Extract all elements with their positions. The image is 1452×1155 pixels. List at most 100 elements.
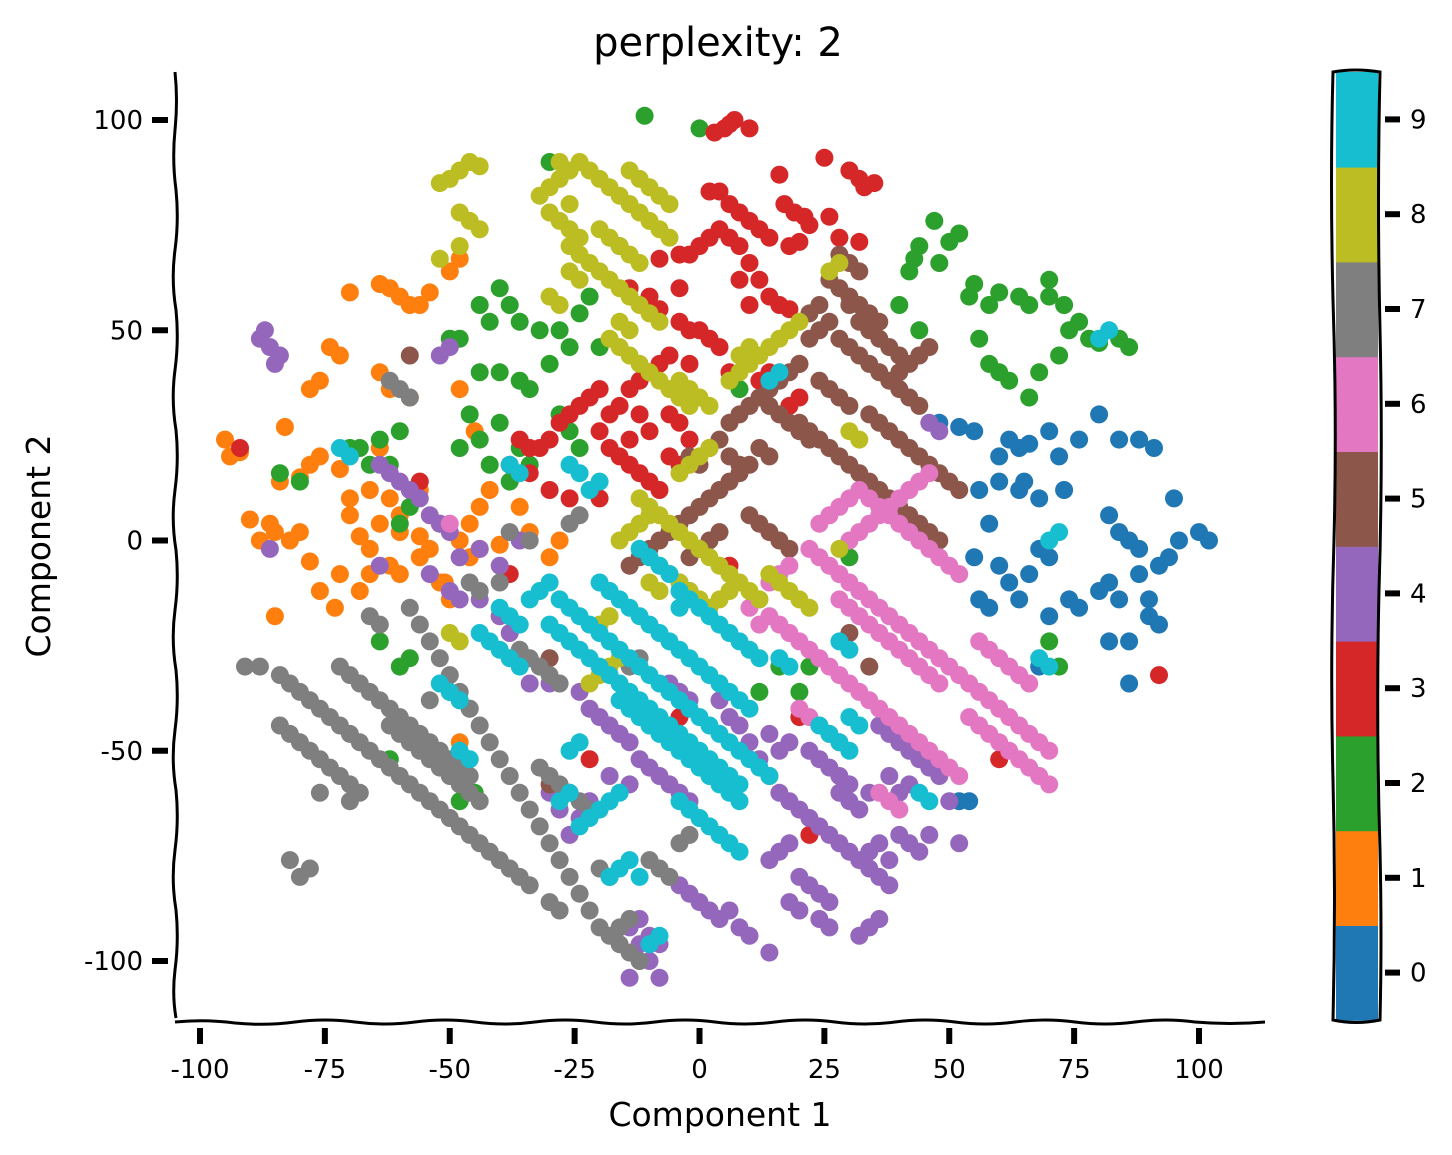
data-point [840,296,859,314]
data-point [260,539,279,558]
data-point [770,165,789,184]
data-point [640,935,659,954]
colorbar-tick-label: 7 [1410,295,1427,325]
data-point [650,481,669,499]
data-point [1040,422,1059,441]
data-point [490,573,509,592]
data-point [420,283,439,302]
data-point [570,228,589,247]
data-point [910,842,929,861]
colorbar-segments [1336,72,1378,1021]
series-9 [330,321,1119,954]
data-point [560,195,579,214]
data-point [840,741,859,760]
data-point [880,767,899,785]
data-point [590,472,609,491]
data-point [510,430,529,449]
data-point [760,724,779,743]
data-point [460,405,479,424]
data-point [390,565,409,584]
data-point [1020,565,1039,584]
data-point [570,817,589,836]
data-point [1070,598,1089,617]
data-point [231,439,249,457]
data-point [540,573,559,592]
data-point [510,615,529,634]
data-point [420,565,439,584]
data-point [850,800,869,819]
data-point [450,590,469,609]
data-point [1055,481,1074,499]
data-point [570,304,589,323]
data-point [760,767,779,785]
data-point [1020,296,1039,314]
data-point [950,767,969,785]
data-point [750,682,769,701]
data-point [250,329,269,348]
colorbar-segment [1336,830,1378,926]
data-point [950,224,969,243]
data-point [490,279,509,298]
data-point [1120,674,1139,693]
data-point [370,632,389,651]
data-point [850,232,869,251]
colorbar-tick-label: 2 [1410,769,1427,799]
data-point [1030,489,1049,508]
data-point [1050,447,1069,466]
data-point [680,430,699,449]
data-point [620,430,639,449]
data-point [990,472,1009,491]
colorbar-tick-label: 4 [1410,579,1427,609]
data-point [920,338,939,357]
data-point [270,346,289,365]
data-point [1050,523,1069,542]
y-axis-spine [171,71,179,1019]
data-point [330,565,349,584]
data-point [470,220,489,239]
data-point [400,346,419,365]
data-point [950,565,969,584]
series-7 [236,371,699,970]
data-point [890,296,909,314]
data-point [750,270,769,289]
data-point [800,216,819,235]
x-axis-ticks: -100 -75 -50 -25 0 25 50 75 100 [170,1028,1224,1085]
data-point [540,834,559,853]
data-point [730,455,749,474]
colorbar-segment [1336,925,1378,1021]
data-point [910,396,929,415]
colorbar-segment [1336,72,1378,168]
data-point [1200,531,1218,550]
data-point [965,548,984,567]
data-point [550,413,569,432]
data-point [635,106,654,125]
data-point [490,750,509,769]
data-point [440,262,459,281]
data-point [600,405,619,424]
data-point [470,716,489,735]
data-point [1040,607,1059,626]
data-point [660,565,679,584]
x-axis-spine [174,1018,1266,1026]
data-point [850,430,869,449]
data-point [490,556,509,575]
data-point [300,552,319,571]
data-point [740,254,759,272]
data-point [460,750,479,769]
data-point [855,178,874,197]
data-point [480,481,499,499]
data-point [740,296,759,314]
data-point [860,657,879,676]
colorbar-segment [1336,166,1378,263]
chart-title: perplexity: 2 [593,20,843,66]
data-point [720,582,739,600]
series-0 [930,405,1218,811]
data-point [550,901,569,920]
data-point [620,733,639,752]
data-point [780,539,799,558]
data-point [800,598,819,617]
data-point [950,834,969,853]
data-point [330,439,349,457]
data-point [740,338,759,357]
data-point [550,792,569,811]
